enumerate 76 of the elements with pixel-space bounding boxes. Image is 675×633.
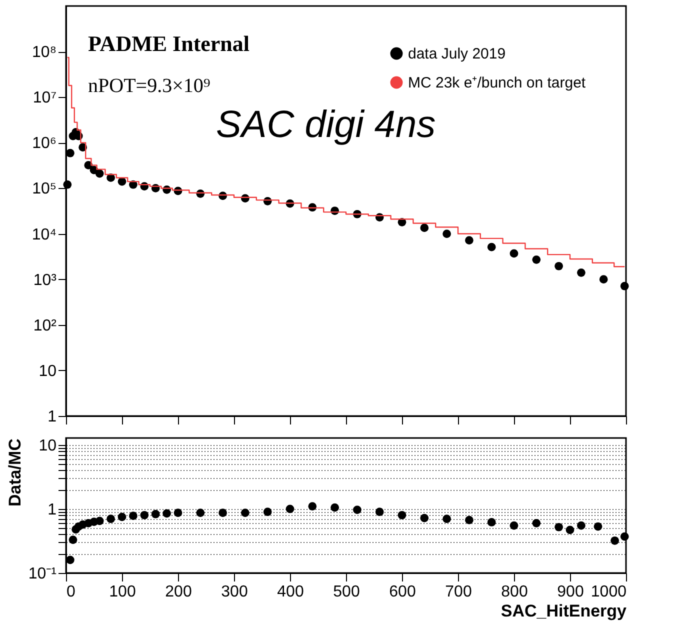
x-tick-label: 600 [389,584,416,600]
point [66,556,74,564]
legend-label: MC 23k e⁺/bunch on target [408,74,586,92]
x-tick-label: 200 [165,584,192,600]
annotation: nPOT=9.3×10⁹ [88,75,210,97]
point [308,502,317,510]
y-tick-label: 10⁶ [32,135,56,152]
x-tick-label: 1000 [590,584,627,600]
point [63,180,72,189]
x-tick-label: 700 [445,584,472,600]
x-axis-title: SAC_HitEnergy [500,602,628,620]
point [510,249,518,258]
x-tick-label: 500 [333,584,360,600]
x-tick-label: 300 [221,584,248,600]
x-tick-label: 400 [277,584,304,600]
point [610,536,619,545]
point [532,256,541,264]
y-tick-label: 10 [38,362,57,380]
point [118,512,126,522]
point [487,518,496,526]
point [106,514,115,524]
point [95,169,104,178]
x-tick-label: 0 [66,584,76,600]
point [218,508,227,517]
y-axis-title: Data/MC [5,438,24,507]
point [566,526,574,534]
point [196,508,205,517]
point [286,504,294,514]
point [174,508,182,517]
point [398,510,406,520]
y-tick-label: 10⁴ [32,226,57,244]
point [532,518,541,528]
point [106,174,115,182]
point [162,509,171,518]
point [442,230,451,238]
point [95,516,104,526]
point [465,516,474,524]
point [129,512,138,520]
point [330,503,339,512]
y-tick-label: 10⁵ [32,180,56,198]
x-tick-label: 800 [501,584,528,600]
point [140,510,149,520]
annotation: PADME Internal [88,31,250,56]
y-tick-label: 10⁸ [32,44,56,62]
point [554,262,563,270]
point [68,536,78,544]
point [353,506,362,514]
point [465,236,474,244]
y-tick-label: 10³ [33,272,58,289]
y-tick-label: 1 [48,408,57,426]
point [375,508,384,516]
y-tick-label: 10⁷ [32,90,57,107]
point [263,508,272,516]
point [241,508,250,517]
point [442,514,451,524]
point [620,532,629,541]
point [577,268,586,277]
point [620,282,629,290]
x-tick-label: 900 [557,584,584,600]
y-tick-label: 10 [38,437,57,454]
point [420,224,429,232]
y-tick-label: 10² [33,317,58,334]
annotation: SAC digi 4ns [216,104,436,146]
point [66,148,74,158]
point [594,522,602,531]
point [554,522,563,532]
y-tick-label: 10⁻¹ [28,566,56,582]
point [577,521,586,530]
x-tick-label: 100 [109,584,136,600]
point [420,514,429,522]
point [599,275,608,284]
legend-label: data July 2019 [408,46,506,62]
point [151,510,160,518]
point [510,521,518,530]
point [487,242,496,252]
y-tick-label: 1 [48,501,57,518]
